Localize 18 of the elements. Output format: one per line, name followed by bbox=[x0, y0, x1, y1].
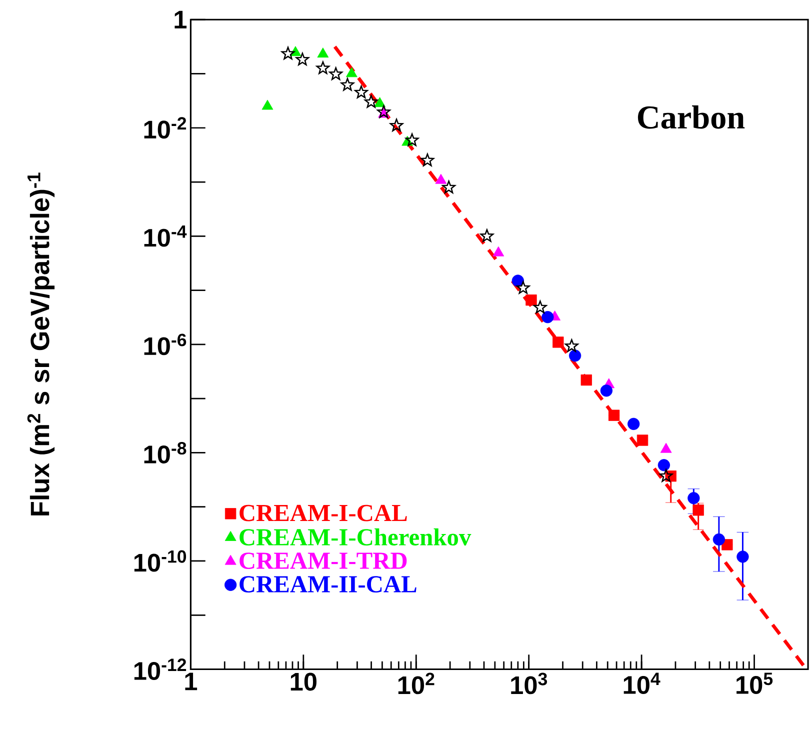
x-tick-label: 10$^{5}$ bbox=[736, 672, 773, 694]
legend-label: CREAM-II-CAL bbox=[240, 576, 416, 593]
y-tick-label: 10$^{-4}$ bbox=[144, 226, 187, 247]
y-tick-label: 1 bbox=[174, 10, 187, 28]
x-tick-label: 10$^{2}$ bbox=[398, 672, 434, 694]
y-tick-label: 10$^{-8}$ bbox=[144, 442, 186, 464]
legend-label: CREAM-I-TRD bbox=[240, 552, 407, 570]
x-tick-label: 10$^{3}$ bbox=[511, 672, 547, 694]
y-tick-label: 10$^{-2}$ bbox=[144, 117, 186, 139]
y-axis-title: Flux (m$^{2}$ s sr GeV/particle)$^{-1}$ bbox=[27, 172, 55, 516]
x-tick-label: 10 bbox=[290, 672, 316, 691]
y-tick-label: 10$^{-12}$ bbox=[134, 658, 186, 680]
x-tick-label: 10$^{4}$ bbox=[624, 672, 660, 694]
legend-label: CREAM-I-Cherenkov bbox=[240, 528, 472, 546]
y-tick-label: 10$^{-6}$ bbox=[144, 334, 186, 356]
annotation: Carbon bbox=[638, 105, 745, 129]
y-tick-label: 10$^{-10}$ bbox=[134, 550, 186, 572]
legend-label: CREAM-I-CAL bbox=[240, 504, 407, 522]
